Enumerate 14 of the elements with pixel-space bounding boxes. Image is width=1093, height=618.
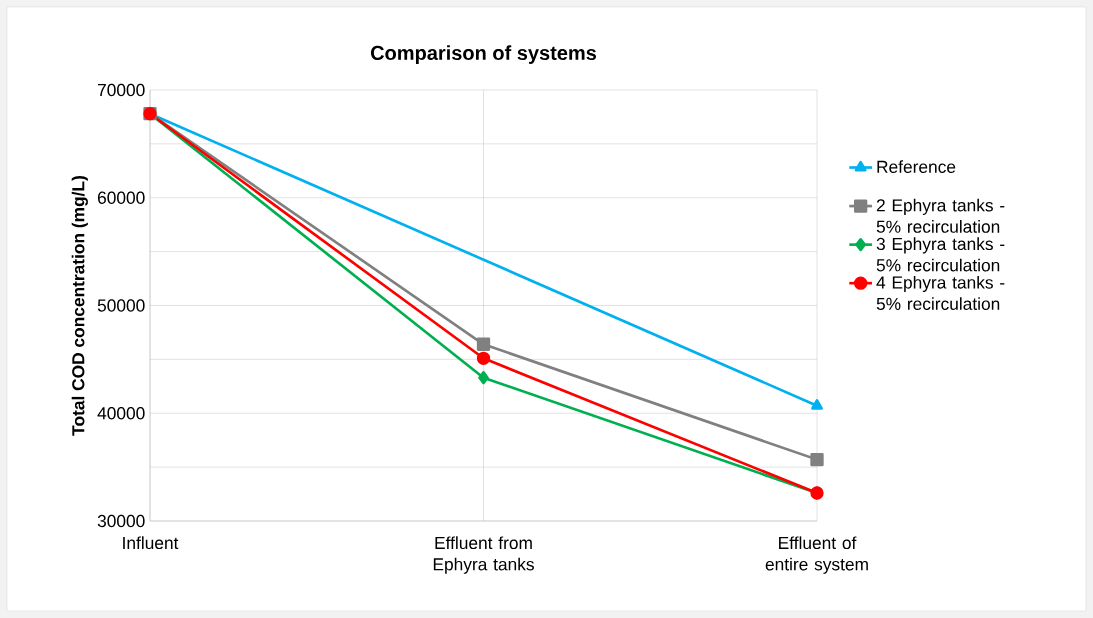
y-tick-label: 50000 <box>97 299 145 312</box>
x-tick-label: Influent <box>123 536 179 550</box>
chart-title: Comparison of systems <box>370 45 597 64</box>
y-tick-label: 30000 <box>97 514 145 528</box>
y-axis-title: Total COD concentration (mg/L) <box>71 176 88 436</box>
legend-label: 4 Ephyra tanks - 5% recirculation <box>876 275 1005 310</box>
legend-label: 3 Ephyra tanks - 5% recirculation <box>876 237 1005 272</box>
y-tick-label: 70000 <box>97 83 145 97</box>
x-tick-label: Effluent of entire system <box>765 536 868 574</box>
legend-label: 2 Ephyra tanks - 5% recirculation <box>876 198 1005 233</box>
legend-label: Reference <box>877 160 956 173</box>
x-tick-label: Effluent from Ephyra tanks <box>433 536 534 574</box>
y-tick-label: 60000 <box>97 191 145 204</box>
y-tick-label: 40000 <box>97 407 145 420</box>
